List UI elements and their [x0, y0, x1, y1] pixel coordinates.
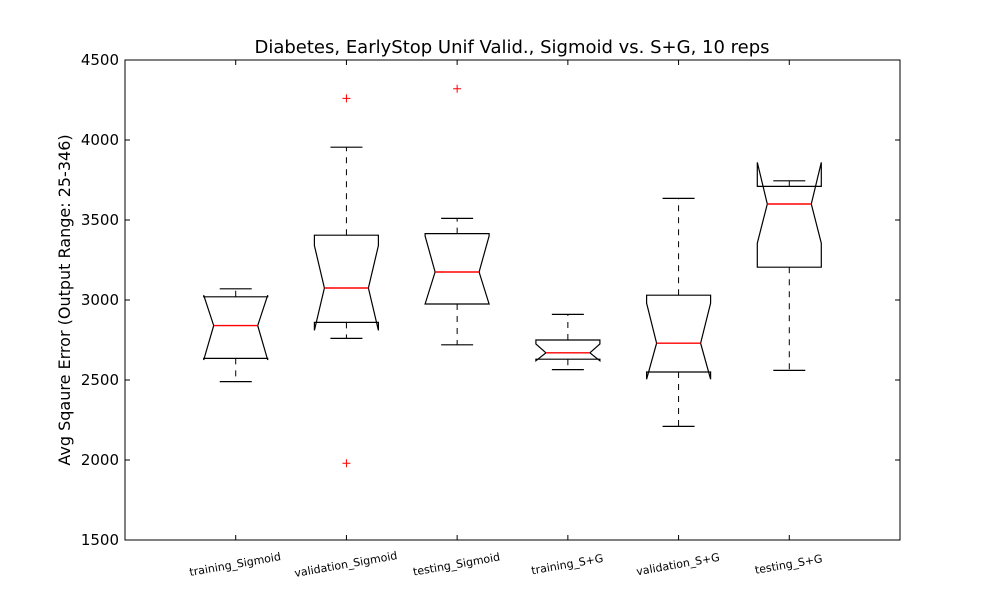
plot-frame — [124, 59, 901, 541]
outlier-marker-1-1 — [342, 459, 351, 468]
box-5 — [756, 162, 822, 268]
box-4 — [645, 294, 712, 380]
y-tick-label: 3500 — [81, 211, 119, 229]
x-category-label: validation_S+G — [635, 551, 720, 578]
y-tick-label: 3000 — [81, 291, 119, 309]
x-category-label: testing_Sigmoid — [412, 550, 501, 578]
y-tick-label: 4500 — [81, 51, 119, 69]
y-tick-label: 2000 — [81, 451, 119, 469]
box-1 — [313, 234, 379, 331]
x-category-label: testing_S+G — [754, 552, 824, 577]
box-2 — [424, 233, 490, 305]
outlier-marker-2-0 — [453, 84, 462, 93]
outlier-marker-1-0 — [342, 94, 351, 103]
y-axis-label: Avg Sqaure Error (Output Range: 25-346) — [55, 134, 74, 465]
x-category-label: training_S+G — [530, 552, 604, 577]
plot-area: 1500 2000 2500 3000 3500 4000 4500 training_Sig… — [81, 51, 900, 580]
box-0 — [203, 295, 269, 361]
y-tick-label: 4000 — [81, 131, 119, 149]
y-tick-label: 2500 — [81, 371, 119, 389]
x-category-label: training_Sigmoid — [188, 550, 281, 579]
chart-title: Diabetes, EarlyStop Unif Valid., Sigmoid… — [254, 37, 769, 58]
x-category-label: validation_Sigmoid — [293, 549, 398, 580]
y-tick-label: 1500 — [81, 531, 119, 549]
box-3 — [535, 339, 601, 363]
